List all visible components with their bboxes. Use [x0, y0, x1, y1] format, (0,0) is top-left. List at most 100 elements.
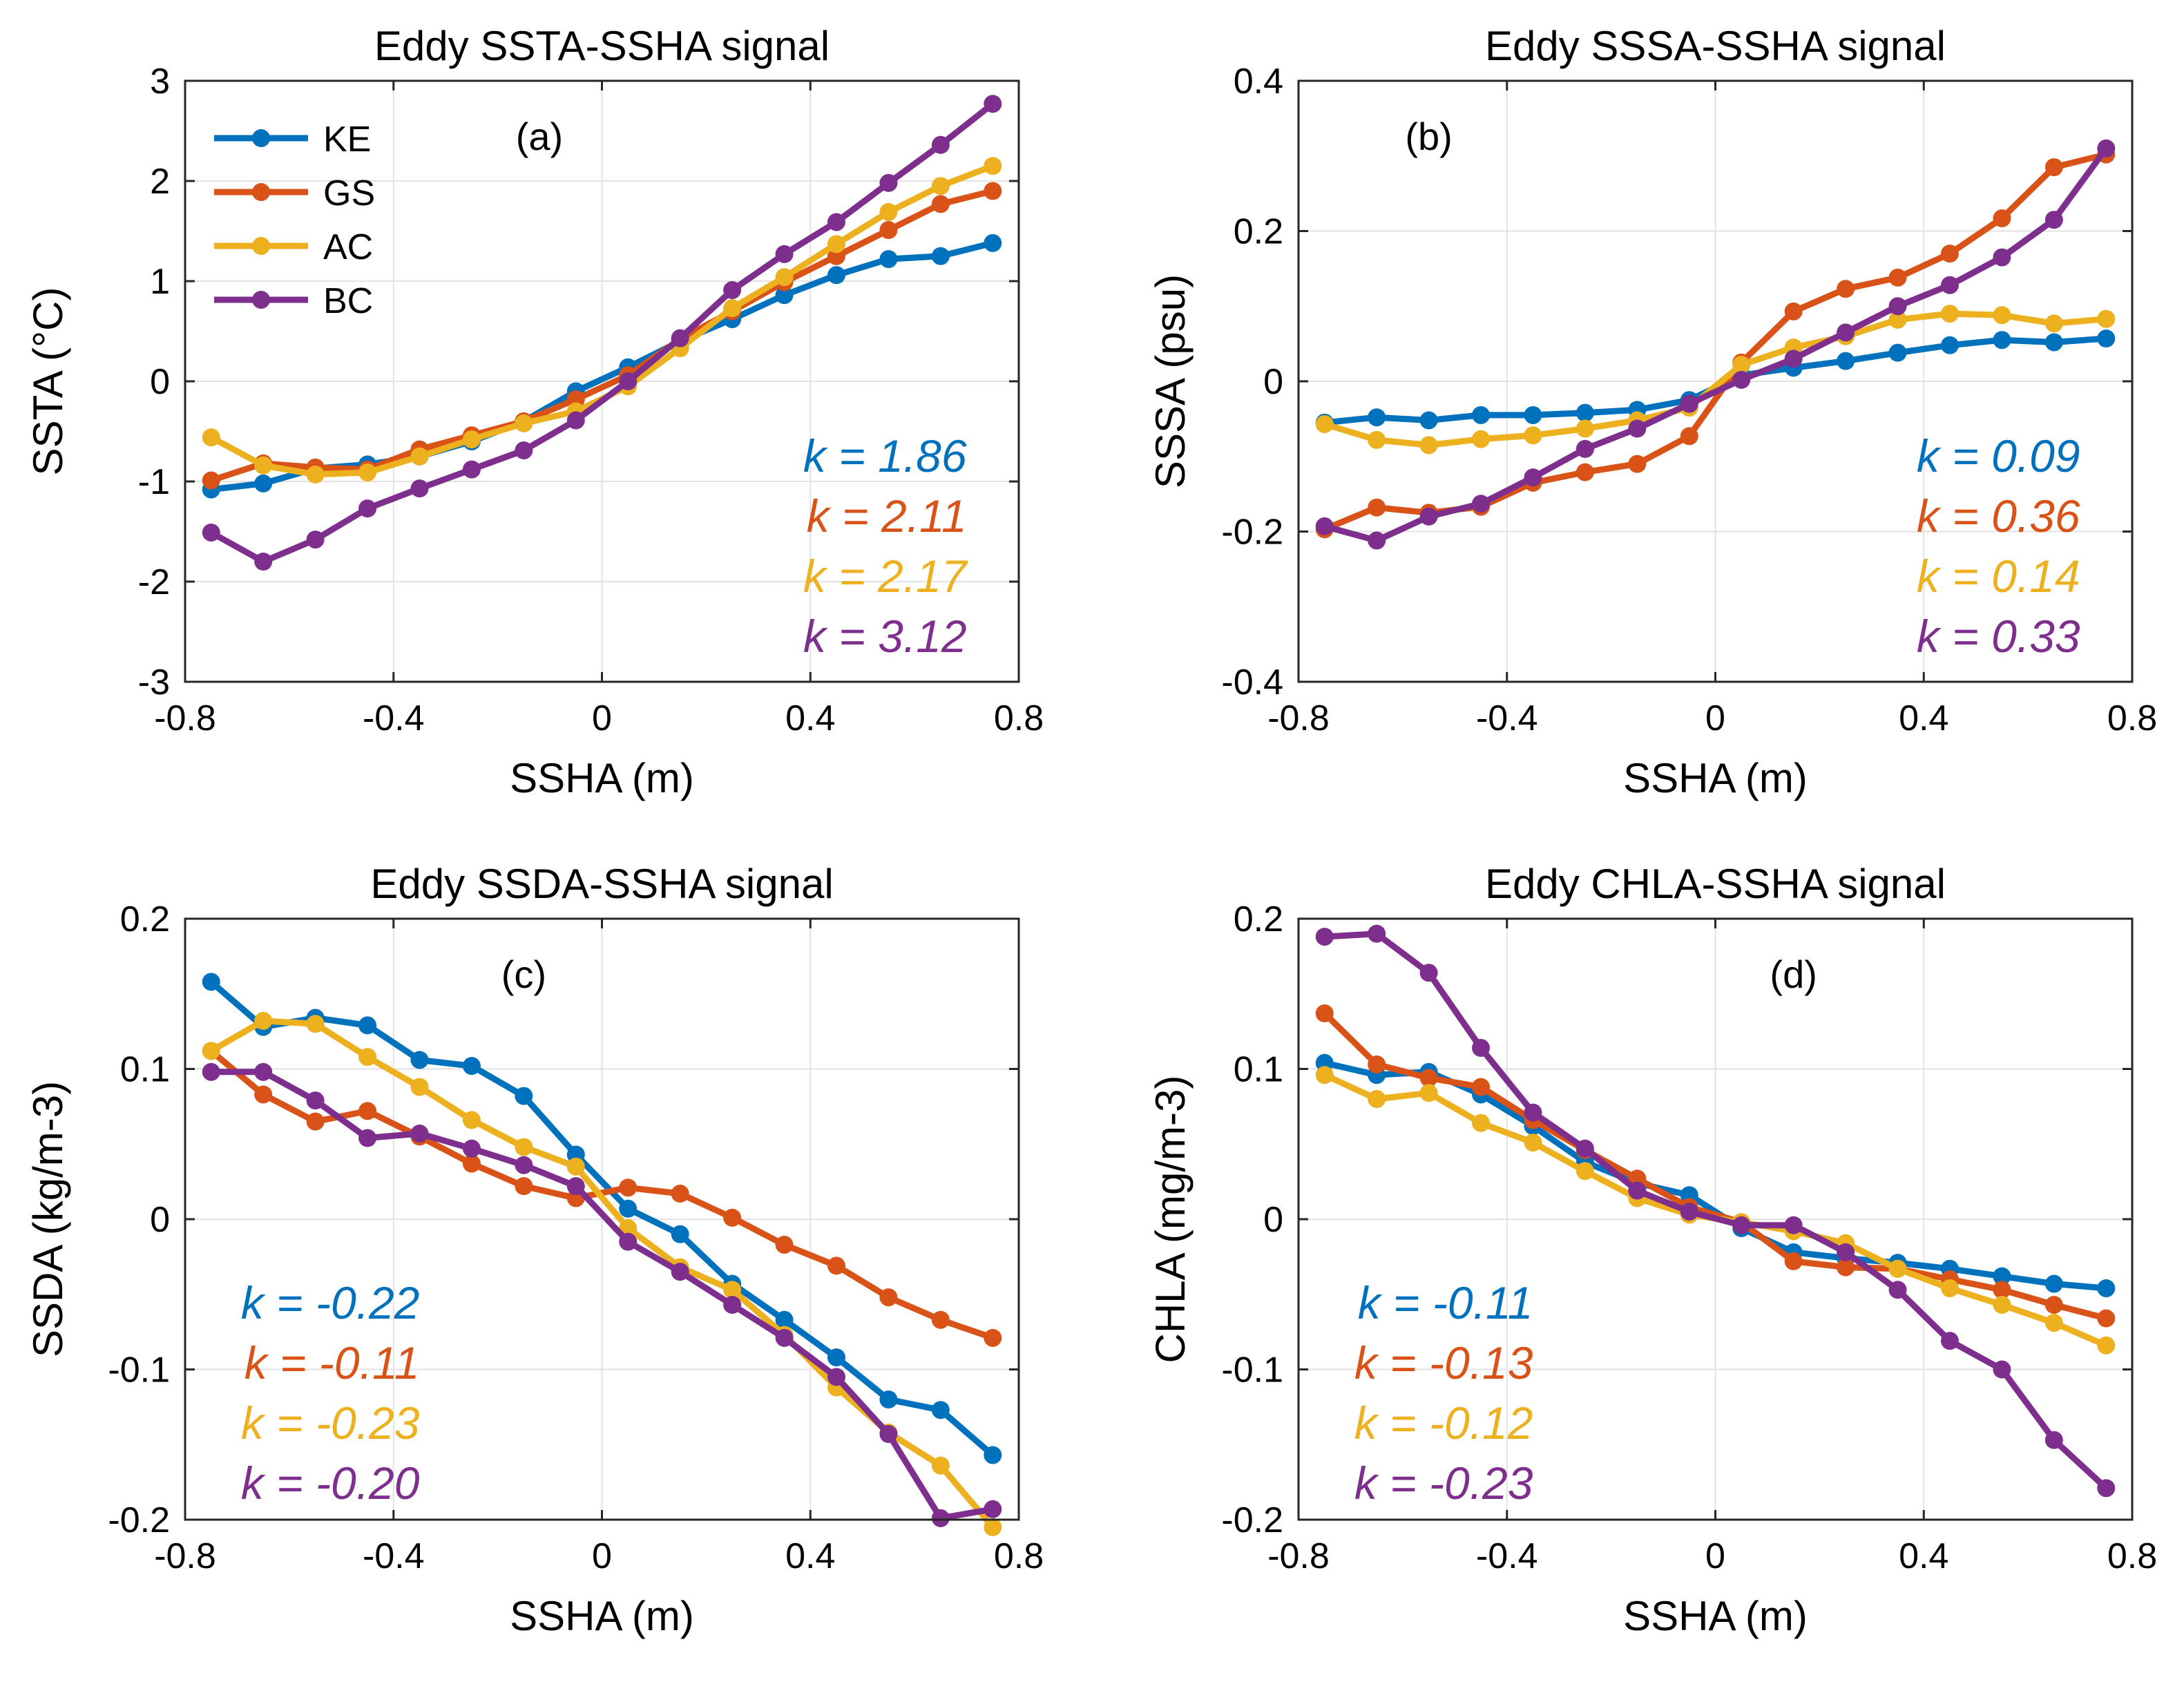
y-tick-label: 0.2: [1234, 899, 1283, 939]
data-point-BC: [410, 1125, 429, 1143]
data-point-AC: [2044, 314, 2063, 333]
data-point-AC: [358, 1048, 377, 1067]
data-point-BC: [2044, 1431, 2063, 1449]
panel-label: (b): [1405, 115, 1452, 158]
data-point-AC: [984, 1518, 1002, 1536]
data-point-GS: [879, 1288, 898, 1307]
data-point-KE: [515, 1087, 533, 1105]
legend-label-BC: BC: [323, 281, 373, 321]
data-point-AC: [202, 428, 220, 447]
data-point-KE: [827, 266, 845, 285]
y-axis-label: SSTA (°C): [25, 287, 71, 476]
data-point-KE: [931, 247, 950, 265]
data-point-AC: [2097, 309, 2116, 328]
y-tick-label: 0: [1263, 362, 1283, 402]
slope-annotation-AC: k = 2.17: [803, 551, 968, 602]
data-point-KE: [775, 1310, 794, 1329]
data-point-AC: [1575, 419, 1594, 438]
data-point-AC: [1315, 414, 1334, 433]
data-point-GS: [2044, 158, 2063, 177]
data-point-KE: [931, 1401, 950, 1420]
data-point-BC: [358, 499, 377, 518]
series-line-KE: [208, 978, 996, 1458]
data-point-BC: [1524, 468, 1542, 487]
data-point-KE: [2044, 1274, 2063, 1293]
data-point-GS: [1837, 1258, 1855, 1277]
data-point-GS: [1315, 1004, 1334, 1023]
data-point-BC: [1368, 531, 1386, 550]
data-point-KE: [410, 1051, 429, 1069]
x-tick-label: 0.4: [785, 698, 835, 738]
data-point-GS: [1993, 1281, 2011, 1299]
series-line-BC: [208, 1069, 996, 1522]
data-point-BC: [462, 1139, 481, 1158]
slope-annotation-AC: k = 0.14: [1917, 551, 2080, 602]
data-point-GS: [462, 1154, 481, 1173]
data-point-AC: [410, 1078, 429, 1096]
data-point-GS: [931, 195, 950, 213]
panel-c: -0.8 -0.4 0 0.4 0.8 -0.2 -0.1 0 0.1 0.2 Eddy SSDA-…: [25, 861, 1044, 1639]
data-point-BC: [931, 135, 950, 154]
data-point-BC: [1732, 1216, 1751, 1234]
data-point-GS: [984, 182, 1002, 200]
data-point-AC: [984, 157, 1002, 175]
series-line-BC: [1321, 145, 2109, 544]
legend-label-AC: AC: [323, 227, 373, 267]
legend-marker-BC: [252, 291, 270, 309]
data-point-GS: [1680, 427, 1698, 446]
data-point-BC: [879, 1425, 898, 1444]
y-tick-label: -0.1: [1221, 1350, 1283, 1390]
data-point-AC: [723, 1281, 742, 1299]
panel-a: -0.8 -0.4 0 0.4 0.8 -3 -2 -1 0 1 2 3 Eddy SSTA-SSHA …: [25, 23, 1044, 801]
data-point-BC: [671, 329, 689, 347]
data-point-GS: [1472, 1078, 1491, 1096]
slope-annotation-BC: k = 0.33: [1917, 611, 2080, 662]
data-point-AC: [254, 1011, 273, 1030]
data-point-GS: [619, 1178, 638, 1197]
data-point-AC: [306, 465, 325, 484]
y-tick-label: -0.2: [1221, 513, 1283, 553]
series-line-GS: [1321, 1010, 2109, 1321]
y-tick-label: -0.1: [108, 1350, 170, 1390]
y-tick-label: -0.2: [108, 1500, 170, 1540]
data-point-GS: [202, 471, 220, 490]
data-point-AC: [1368, 1090, 1386, 1108]
data-point-GS: [1575, 463, 1594, 481]
x-tick-label: -0.8: [1267, 1536, 1330, 1576]
data-point-BC: [1315, 517, 1334, 535]
legend-marker-GS: [252, 183, 270, 201]
data-point-GS: [306, 1112, 325, 1131]
data-point-GS: [723, 1208, 742, 1227]
panel-d: -0.8 -0.4 0 0.4 0.8 -0.2 -0.1 0 0.1 0.2 Eddy CHLA-…: [1147, 861, 2157, 1639]
x-tick-label: 0.4: [1899, 1536, 1948, 1576]
slope-annotation-AC: k = -0.23: [241, 1397, 420, 1449]
slope-annotation-BC: k = -0.20: [241, 1458, 420, 1509]
data-point-AC: [462, 1111, 481, 1129]
slope-annotation-GS: k = -0.13: [1354, 1337, 1533, 1388]
x-tick-label: 0.8: [994, 1536, 1044, 1576]
panel-label: (c): [501, 953, 546, 996]
data-point-BC: [1732, 370, 1751, 389]
data-point-GS: [671, 1185, 689, 1203]
data-point-KE: [2044, 333, 2063, 352]
data-point-GS: [984, 1328, 1002, 1347]
data-point-AC: [1888, 1259, 1907, 1278]
data-point-AC: [2097, 1336, 2116, 1355]
data-point-AC: [202, 1042, 220, 1060]
x-tick-label: -0.8: [1267, 698, 1330, 738]
data-point-BC: [1888, 1281, 1907, 1299]
data-point-BC: [984, 95, 1002, 113]
y-tick-label: 0: [150, 362, 170, 402]
data-point-BC: [1680, 394, 1698, 413]
legend-label-KE: KE: [323, 120, 371, 160]
data-point-KE: [879, 1390, 898, 1408]
data-point-BC: [462, 460, 481, 479]
y-tick-label: 0: [1263, 1200, 1283, 1240]
data-point-AC: [462, 430, 481, 449]
data-point-GS: [827, 1256, 845, 1275]
slope-annotation-BC: k = 3.12: [803, 611, 967, 662]
data-point-BC: [1472, 1039, 1491, 1058]
series-line-BC: [208, 100, 996, 565]
data-point-BC: [358, 1129, 377, 1147]
data-point-BC: [671, 1263, 689, 1281]
